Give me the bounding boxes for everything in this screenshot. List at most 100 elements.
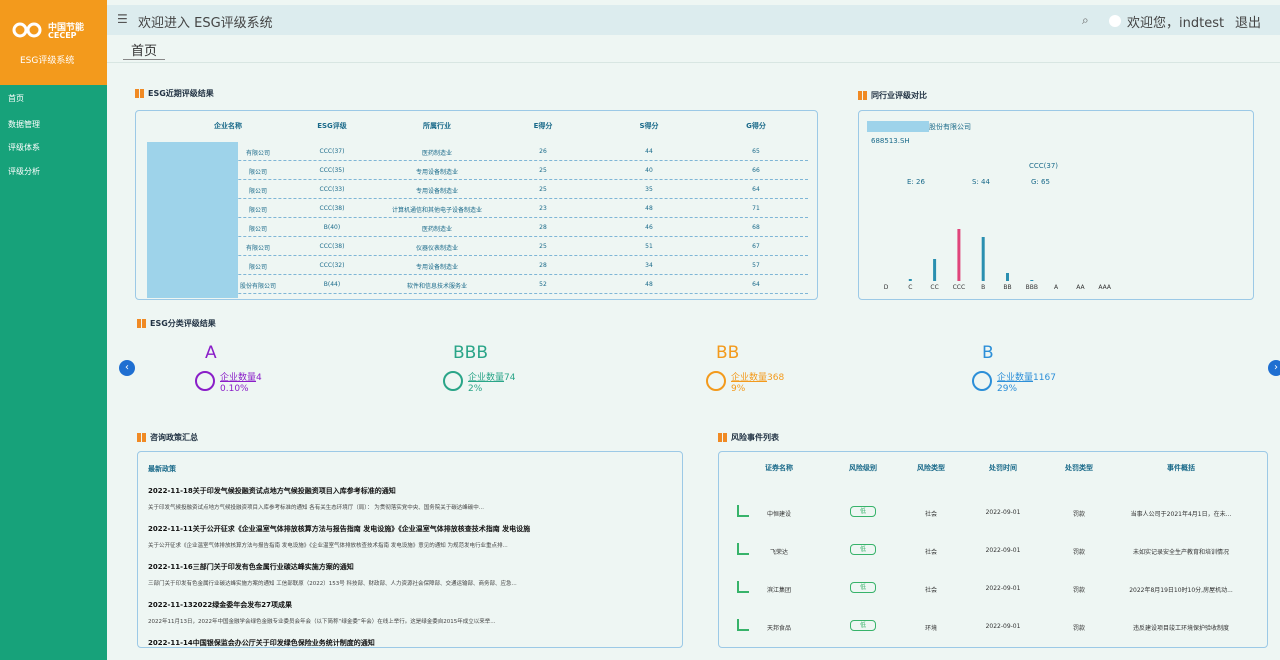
cell: 有限公司 xyxy=(245,150,271,157)
column-header: 证券名称 xyxy=(765,464,793,472)
cell: 68 xyxy=(752,224,760,231)
peer-panel: 股份有限公司 688513.SH CCC(37) E: 26 S: 44 G: … xyxy=(858,110,1254,300)
avatar xyxy=(1109,15,1121,27)
count: 74 xyxy=(504,373,516,383)
cell: 28 xyxy=(539,262,547,269)
cell: 未如实记录安全生产教育和培训情况 xyxy=(1132,549,1230,556)
policy-title[interactable]: 2022-11-11关于公开征求《企业温室气体排放核算方法与报告指南 发电设施》… xyxy=(148,525,531,533)
menu-item[interactable]: 数据管理 xyxy=(8,120,40,129)
logo-icon xyxy=(12,22,42,38)
x-tick-label: A xyxy=(1054,284,1059,291)
x-tick-label: AAA xyxy=(1098,284,1112,291)
count-row: 企业数量368 xyxy=(731,370,784,383)
count-row: 企业数量74 xyxy=(468,370,515,383)
risk-icon xyxy=(737,581,749,593)
menu-item[interactable]: 首页 xyxy=(8,94,24,103)
cell: 环境 xyxy=(924,625,938,632)
sidebar xyxy=(0,0,107,660)
peer-company: 股份有限公司 xyxy=(929,123,971,131)
cell: 中恒建设 xyxy=(766,511,792,518)
welcome: 欢迎进入 ESG评级系统 xyxy=(138,16,273,31)
cell: 65 xyxy=(752,148,760,155)
cell: 罚款 xyxy=(1072,625,1086,632)
bar xyxy=(1030,280,1034,281)
row-line xyxy=(148,236,808,237)
bar xyxy=(1006,273,1009,281)
logo-en: CECEP xyxy=(48,31,77,40)
section-title: 风险事件列表 xyxy=(718,432,779,443)
policy-title[interactable]: 2022-11-18关于印发气候投融资试点地方气候投融资项目入库参考标准的通知 xyxy=(148,487,396,495)
cell: 当事人公司于2021年4月1日，在未... xyxy=(1130,511,1232,518)
peer-e: E: 26 xyxy=(907,178,925,186)
cell: 有限公司 xyxy=(245,245,271,252)
cell: 48 xyxy=(645,205,653,212)
section-title: 同行业评级对比 xyxy=(858,90,927,101)
cell: 25 xyxy=(539,186,547,193)
cell: 44 xyxy=(645,148,653,155)
search-icon[interactable]: ⌕ xyxy=(1082,13,1089,27)
menu-item[interactable]: 评级体系 xyxy=(8,143,40,152)
cell: 66 xyxy=(752,167,760,174)
grade: B xyxy=(982,343,994,363)
row-line xyxy=(148,179,808,180)
prev-arrow[interactable]: ‹ xyxy=(119,360,135,376)
cell: 34 xyxy=(645,262,653,269)
cell: CCC(38) xyxy=(319,243,345,250)
cell: 52 xyxy=(539,281,547,288)
policy-summary: 关于公开征求《企业温室气体排放核算方法与报告指南 发电设施》《企业温室气体排放核… xyxy=(148,543,508,549)
cell: CCC(32) xyxy=(319,262,345,269)
next-arrow[interactable]: › xyxy=(1268,360,1280,376)
cell: 医药制造业 xyxy=(421,226,453,233)
cell: 51 xyxy=(645,243,653,250)
logo: 中国节能 CECEP ESG评级系统 xyxy=(0,0,107,85)
column-header: E得分 xyxy=(533,122,553,130)
row-line xyxy=(148,217,808,218)
cell: 专用设备制造业 xyxy=(415,188,459,195)
count-label[interactable]: 企业数量 xyxy=(997,373,1034,383)
cell: 限公司 xyxy=(248,188,268,195)
menu-item[interactable]: 评级分析 xyxy=(8,167,40,176)
cell: 26 xyxy=(539,148,547,155)
peer-code: 688513.SH xyxy=(871,137,910,145)
count: 4 xyxy=(256,373,262,383)
column-header: S得分 xyxy=(639,122,659,130)
cell: 23 xyxy=(539,205,547,212)
bar xyxy=(908,279,912,281)
tab-bar: 首页 xyxy=(107,35,1280,63)
risk-panel: 证券名称 风险级别 风险类型 处罚时间 处罚类型 事件概括 中恒建设低社会 2022-09-0… xyxy=(718,451,1268,648)
pct: 9% xyxy=(731,384,746,394)
card-icon xyxy=(972,371,992,391)
column-header: 企业名称 xyxy=(214,122,242,130)
cell: 飞荣达 xyxy=(769,549,789,556)
cell: CCC(35) xyxy=(319,167,345,174)
menu-toggle[interactable]: ☰ xyxy=(117,12,128,26)
policy-panel: 最新政策 2022-11-18关于印发气候投融资试点地方气候投融资项目入库参考标… xyxy=(137,451,683,648)
cell: 专用设备制造业 xyxy=(415,264,459,271)
x-tick-label: D xyxy=(884,284,889,291)
pct: 0.10% xyxy=(220,384,249,394)
count-label[interactable]: 企业数量 xyxy=(468,373,505,383)
policy-title[interactable]: 2022-11-16三部门关于印发有色金属行业碳达峰实施方案的通知 xyxy=(148,563,354,571)
bar xyxy=(981,237,985,281)
cell: 计算机通信和其他电子设备制造业 xyxy=(391,207,483,214)
cell: 社会 xyxy=(924,587,938,594)
column-header: ESG评级 xyxy=(317,122,347,130)
x-tick-label: BB xyxy=(1003,284,1011,291)
count-label[interactable]: 企业数量 xyxy=(731,373,768,383)
pct: 2% xyxy=(468,384,483,394)
policy-title[interactable]: 2022-11-14中国银保监会办公厅关于印发绿色保险业务统计制度的通知 xyxy=(148,639,375,647)
tab[interactable]: 首页 xyxy=(123,40,166,60)
cell: 社会 xyxy=(924,549,938,556)
cell: 35 xyxy=(645,186,653,193)
column-header: 处罚类型 xyxy=(1065,464,1093,472)
x-tick-label: CCC xyxy=(953,284,966,291)
policy-title[interactable]: 2022-11-132022绿金委年会发布27项成果 xyxy=(148,601,292,609)
logout[interactable]: 退出 xyxy=(1235,16,1262,31)
cell: 57 xyxy=(752,262,760,269)
x-tick-label: B xyxy=(981,284,985,291)
count-label[interactable]: 企业数量 xyxy=(220,373,257,383)
cell: 28 xyxy=(539,224,547,231)
section-title: ESG近期评级结果 xyxy=(135,88,214,99)
cell: 罚款 xyxy=(1072,587,1086,594)
